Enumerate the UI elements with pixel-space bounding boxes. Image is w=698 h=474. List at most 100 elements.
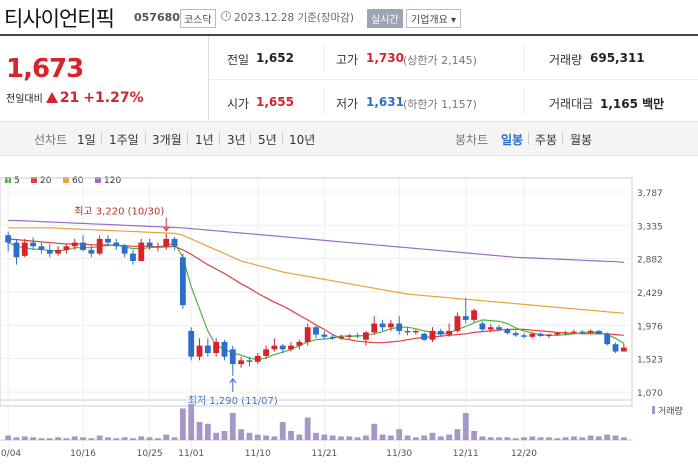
candle-body (121, 246, 128, 254)
volume-bar (387, 435, 394, 440)
candle-body (529, 333, 536, 337)
company-overview-button[interactable]: 기업개요 ▾ (406, 9, 461, 28)
toolbar-separator (282, 132, 283, 145)
candle-body (487, 327, 494, 330)
candle-weekly[interactable]: 주봉 (535, 133, 558, 147)
candle-body (437, 330, 444, 335)
volume-bar (304, 417, 311, 440)
period-1d[interactable]: 1일 (77, 133, 96, 147)
volume-bar (238, 429, 245, 440)
volume-bar (179, 408, 186, 440)
candle-daily[interactable]: 일봉 (501, 133, 524, 147)
volume-bar (221, 431, 228, 440)
period-3m[interactable]: 3개월 (152, 133, 182, 147)
candle-body (246, 360, 253, 362)
volume-bar (587, 435, 594, 440)
x-tick-label: 11/21 (311, 449, 337, 459)
volume-bar (88, 438, 95, 440)
x-tick-label: 11/01 (178, 449, 204, 459)
volume-bar (263, 435, 269, 440)
candle-body (46, 249, 53, 254)
ma5-line (7, 242, 625, 361)
volume-bar (579, 437, 586, 440)
candle-body (387, 323, 394, 328)
change-row: 전일대비 21 +1.27% (6, 90, 144, 106)
candle-body (571, 331, 577, 333)
volume-bar (46, 438, 53, 440)
volume-bar (254, 434, 261, 440)
volume-bar (604, 434, 611, 440)
change-label: 전일대비 (6, 94, 43, 105)
candle-body (371, 323, 378, 333)
volume-bar (346, 436, 353, 440)
candle-body (188, 330, 195, 357)
candle-body (512, 333, 519, 336)
period-10y[interactable]: 10년 (289, 133, 316, 147)
volume-bar (504, 437, 511, 440)
volume-bar (246, 432, 253, 440)
volume-bar (496, 437, 502, 440)
y-tick-label: 3,335 (637, 222, 663, 232)
legend-swatch (63, 177, 69, 183)
x-tick-label: 12/11 (453, 449, 479, 459)
period-1y[interactable]: 1년 (195, 133, 214, 147)
market-badge: 코스닥 (180, 9, 216, 28)
candle-body (562, 332, 569, 334)
current-price: 1,673 (6, 54, 84, 84)
open-label: 시가 (227, 97, 250, 111)
volume-bar (412, 437, 419, 440)
candle-body (537, 333, 544, 337)
volume-bar (396, 429, 403, 440)
volume-bar (80, 437, 86, 440)
candle-body (595, 330, 602, 334)
stats-divider (523, 44, 524, 70)
period-3y[interactable]: 3년 (227, 133, 246, 147)
volume-bar (329, 435, 336, 440)
volume-bar (163, 434, 170, 440)
volume-value: 695,311 (590, 51, 645, 65)
volume-bar (354, 437, 361, 440)
volume-bar (454, 429, 461, 440)
candle-body (354, 335, 361, 337)
high-label: 고가 (336, 53, 359, 67)
stock-header: 티사이언티픽 057680 코스닥 2023.12.28 기준(장마감) 실시간… (0, 0, 698, 34)
y-tick-label: 1,523 (637, 356, 663, 366)
candle-body (5, 235, 12, 243)
volume-bar (38, 438, 45, 440)
toolbar-separator (101, 132, 102, 145)
volume-bar (554, 438, 561, 440)
volume-bar (437, 436, 444, 440)
volume-bar (146, 437, 153, 440)
volume-bar (288, 431, 294, 440)
amount-label: 거래대금 (549, 97, 594, 111)
volume-bar (529, 436, 536, 440)
candle-body (130, 253, 136, 261)
candle-body (80, 242, 86, 250)
stats-divider (523, 89, 524, 115)
volume-bar (321, 434, 328, 440)
candle-body (30, 242, 37, 247)
volume-bar (229, 413, 236, 440)
period-5y[interactable]: 5년 (258, 133, 277, 147)
candle-body (304, 327, 311, 342)
candle-body (587, 330, 594, 333)
candle-body (612, 344, 619, 352)
change-amount: 21 (59, 90, 80, 106)
price-chart[interactable]: 3,787 3,335 2,882 2,429 1,976 1,523 1,070 10/04… (0, 170, 698, 474)
price-panel: 1,673 전일대비 21 +1.27% (0, 36, 209, 120)
x-tick-label: 10/04 (0, 449, 21, 459)
realtime-button[interactable]: 실시간 (367, 9, 403, 28)
low-value: 1,631 (366, 95, 404, 109)
legend-swatch (31, 177, 37, 183)
volume-bar (404, 435, 411, 440)
period-1w[interactable]: 1주일 (109, 133, 139, 147)
amount-value: 1,165 백만 (600, 97, 665, 111)
candle-body (338, 336, 344, 339)
legend-ma60: 60 (63, 176, 83, 186)
legend-ma20: 20 (31, 176, 51, 186)
candle-body (296, 341, 303, 346)
x-tick-label: 12/20 (511, 449, 537, 459)
x-tick-label: 11/30 (386, 449, 412, 459)
candle-monthly[interactable]: 월봉 (570, 133, 593, 147)
volume-bar (121, 437, 128, 440)
